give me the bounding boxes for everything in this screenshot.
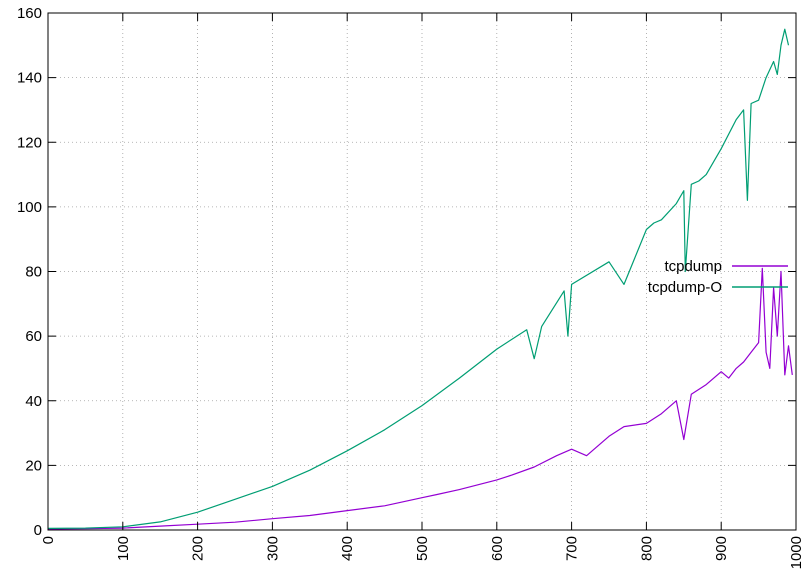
series-line-tcpdump: [47, 267, 793, 530]
axis-ticks: 0 20 40 60 80 100 120 140 160 0 100 200 300 400 500 600…: [17, 5, 805, 569]
x-tick-label: 200: [190, 536, 207, 561]
legend: tcpdump tcpdump-O: [648, 258, 788, 296]
y-tick-label: 60: [25, 328, 42, 345]
x-tick-label: 500: [414, 536, 431, 561]
legend-label-tcpdump: tcpdump: [664, 258, 722, 275]
y-tick-label: 120: [17, 134, 42, 151]
x-tick-label: 700: [564, 536, 581, 561]
x-tick-label: 1000: [788, 536, 805, 569]
x-tick-label: 100: [115, 536, 132, 561]
x-tick-label: 0: [40, 536, 57, 544]
y-tick-label: 40: [25, 393, 42, 410]
x-tick-label: 400: [339, 536, 356, 561]
y-tick-label: 20: [25, 457, 42, 474]
y-tick-label: 160: [17, 5, 42, 22]
x-tick-label: 800: [638, 536, 655, 561]
y-tick-label: 140: [17, 70, 42, 87]
series-lines: [47, 28, 793, 530]
x-tick-label: 600: [489, 536, 506, 561]
x-tick-label: 300: [264, 536, 281, 561]
grid-lines: [48, 13, 796, 530]
legend-label-tcpdump-o: tcpdump-O: [648, 279, 722, 296]
y-tick-label: 0: [34, 522, 42, 539]
x-tick-label: 900: [713, 536, 730, 561]
y-tick-label: 100: [17, 199, 42, 216]
series-line-tcpdump-o: [47, 28, 790, 530]
y-tick-label: 80: [25, 264, 42, 281]
